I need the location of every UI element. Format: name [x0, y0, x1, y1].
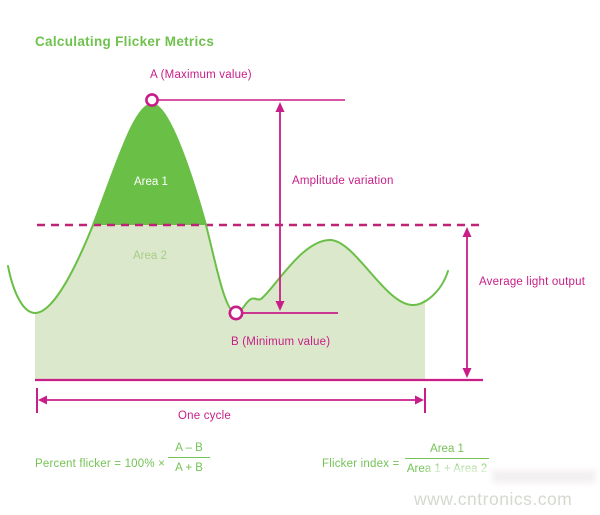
- cycle-arrowhead-right-icon: [415, 395, 424, 405]
- flicker-index-numerator: Area 1: [430, 443, 464, 455]
- percent-flicker-numerator: A – B: [175, 442, 203, 454]
- min-point-marker: [228, 305, 244, 321]
- average-arrowhead-up-icon: [462, 227, 472, 237]
- percent-flicker-lhs: Percent flicker = 100% ×: [35, 458, 166, 470]
- watermark-text: www.cntronics.com: [414, 489, 573, 509]
- amplitude-arrowhead-up-icon: [275, 102, 285, 112]
- watermark-smudge: [428, 466, 592, 492]
- area1-label: Area 1: [134, 176, 168, 188]
- area2-label: Area 2: [133, 250, 167, 262]
- flicker-index-lhs: Flicker index =: [322, 458, 400, 470]
- percent-flicker-fraction-bar: [168, 457, 210, 458]
- one-cycle-label: One cycle: [178, 410, 231, 422]
- percent-flicker-fraction: A – B A + B: [168, 442, 210, 474]
- flicker-index-fraction-bar: [405, 458, 489, 459]
- average-arrowhead-down-icon: [462, 368, 472, 378]
- max-point-marker: [145, 93, 159, 107]
- waveform-curve: [7, 102, 449, 315]
- amplitude-variation-label: Amplitude variation: [292, 175, 394, 187]
- amplitude-arrowhead-down-icon: [275, 301, 285, 311]
- watermark-smudge-band: [492, 470, 596, 483]
- area1-fill: [93, 104, 206, 225]
- average-light-output-label: Average light output: [479, 276, 586, 288]
- area2-fill: [35, 225, 425, 379]
- min-value-label: B (Minimum value): [231, 336, 331, 348]
- percent-flicker-denominator: A + B: [175, 462, 203, 474]
- max-value-label: A (Maximum value): [150, 69, 252, 81]
- cycle-arrowhead-left-icon: [38, 395, 47, 405]
- page-title: Calculating Flicker Metrics: [35, 34, 215, 49]
